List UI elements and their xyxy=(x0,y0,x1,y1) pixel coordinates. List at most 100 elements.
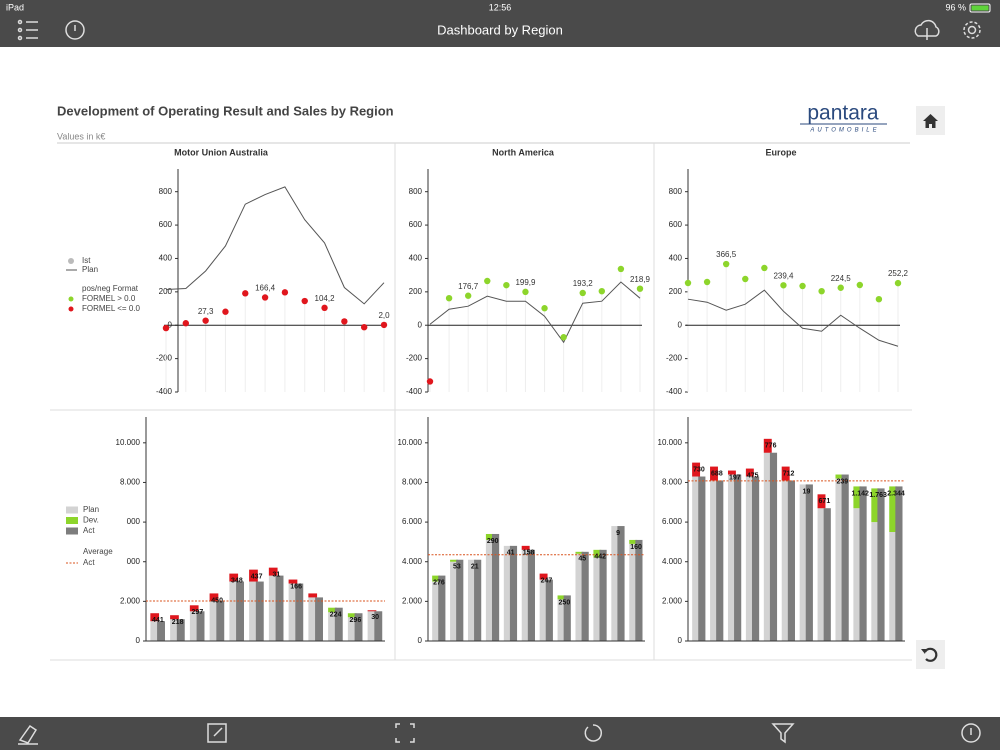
chart-title: Motor Union Australia xyxy=(174,147,269,157)
deviation-bar xyxy=(575,551,584,554)
deviation-label: 166 xyxy=(290,583,302,590)
deviation-label: 30 xyxy=(371,614,379,621)
ist-dot xyxy=(360,324,368,331)
legend-swatch xyxy=(66,506,78,514)
plan-bar xyxy=(763,438,772,641)
deviation-bar xyxy=(249,569,258,582)
filter-button[interactable] xyxy=(771,723,795,744)
ist-dot xyxy=(522,288,529,296)
act-bar xyxy=(769,452,778,641)
deviation-label: 45 xyxy=(578,556,586,563)
cloud-button[interactable] xyxy=(914,19,940,40)
deviation-label: 197 xyxy=(729,474,741,481)
plan-bar xyxy=(432,581,441,641)
deviation-bar xyxy=(268,567,278,576)
deviation-label: 296 xyxy=(350,617,362,624)
y-tick-label: 600 xyxy=(669,220,683,229)
ist-dot xyxy=(703,278,711,286)
battery-icon xyxy=(969,3,991,13)
legend-ist-swatch xyxy=(68,258,74,264)
deviation-bar xyxy=(889,486,898,532)
legend-ist: Ist xyxy=(82,256,91,265)
deviation-label: 2.344 xyxy=(887,490,905,497)
act-bar xyxy=(374,611,383,641)
act-bar xyxy=(823,508,831,641)
edit-button[interactable] xyxy=(18,724,38,745)
legend-average: Act xyxy=(83,558,95,567)
act-bar xyxy=(236,581,244,641)
act-bar xyxy=(617,526,625,641)
deviation-label: 1.763 xyxy=(869,492,887,499)
logo-subtitle: AUTOMOBILE xyxy=(809,128,879,134)
home-button[interactable] xyxy=(916,106,945,135)
dot-label: 239,4 xyxy=(773,271,794,280)
plan-bar xyxy=(853,508,862,641)
undo-button[interactable] xyxy=(916,640,945,669)
deviation-bar xyxy=(209,593,219,602)
dot-label: 199,9 xyxy=(515,278,536,287)
bottom-toolbar xyxy=(0,717,1000,750)
legend-plan: Plan xyxy=(82,265,98,274)
deviation-bar xyxy=(629,539,638,544)
plan-bar xyxy=(629,543,638,641)
ist-dot xyxy=(856,281,864,289)
fullscreen-button[interactable] xyxy=(395,723,415,743)
ist-dot xyxy=(598,287,606,295)
ist-dot xyxy=(484,277,491,285)
deviation-bar xyxy=(150,613,160,622)
y-tick-label: 4.000 xyxy=(662,557,683,566)
act-bar xyxy=(438,575,446,641)
info-button[interactable] xyxy=(961,723,981,743)
deviation-bar xyxy=(328,607,337,613)
dot-label: 218,9 xyxy=(630,275,651,284)
dot-label: 166,4 xyxy=(255,284,276,293)
act-bar xyxy=(635,539,643,641)
deviation-bar xyxy=(189,605,199,612)
deviation-label: 671 xyxy=(819,498,831,505)
deviation-bar xyxy=(871,488,880,523)
dot-label: 366,5 xyxy=(716,250,737,259)
plan-bar xyxy=(781,466,790,641)
y-tick-label: 200 xyxy=(159,287,173,296)
deviation-label: 688 xyxy=(711,470,723,477)
plan-bar xyxy=(209,593,219,641)
report-subtitle: Values in k€ xyxy=(57,131,105,141)
menu-button[interactable] xyxy=(17,19,39,41)
export-button[interactable] xyxy=(207,723,227,743)
act-bar xyxy=(787,480,795,641)
legend-label: Dev. xyxy=(83,516,99,525)
ist-dot xyxy=(281,289,289,296)
plan-bar xyxy=(871,522,880,641)
plan-bar xyxy=(485,539,494,641)
clock: 12:56 xyxy=(489,2,512,12)
ist-dot xyxy=(162,324,170,332)
ist-dot xyxy=(261,294,269,301)
deviation-label: 9 xyxy=(616,530,620,537)
y-tick-label: 10.000 xyxy=(398,438,423,447)
legend-format-swatch xyxy=(68,296,74,302)
plan-bar xyxy=(249,569,258,641)
ist-dot xyxy=(818,287,825,295)
act-bar xyxy=(877,488,885,641)
ist-dot xyxy=(202,317,209,324)
act-bar xyxy=(859,486,867,641)
ist-dot xyxy=(321,304,328,312)
plan-bar xyxy=(817,494,826,641)
deviation-label: 224 xyxy=(330,612,342,619)
deviation-label: 250 xyxy=(559,599,571,606)
y-tick-label: 0 xyxy=(418,320,423,329)
power-button[interactable] xyxy=(65,20,85,40)
ist-dot xyxy=(894,279,902,287)
chart-title: North America xyxy=(492,147,555,157)
y-tick-label: 800 xyxy=(669,187,683,196)
y-tick-label: -400 xyxy=(406,387,423,396)
refresh-button[interactable] xyxy=(584,724,602,742)
deviation-bar xyxy=(288,579,298,584)
settings-button[interactable] xyxy=(963,21,981,39)
legend-label: Plan xyxy=(83,505,99,514)
deviation-label: 239 xyxy=(836,478,848,485)
plan-bar xyxy=(692,462,701,641)
plan-bar xyxy=(170,615,179,641)
act-bar xyxy=(491,533,500,641)
ist-dot xyxy=(742,275,749,283)
